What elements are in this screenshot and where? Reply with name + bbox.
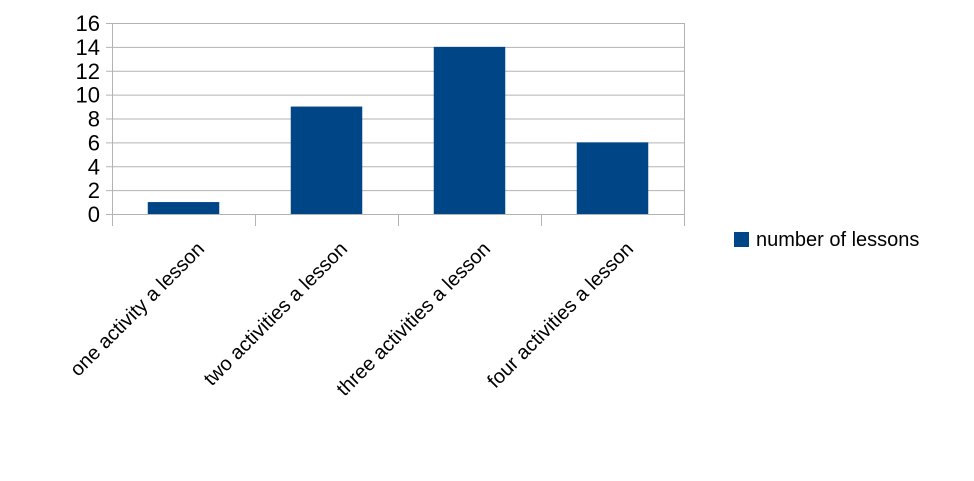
gridlines — [112, 23, 684, 192]
x-tick-label: one activity a lesson — [66, 238, 209, 381]
y-tick-label: 8 — [88, 107, 100, 132]
y-tick-label: 16 — [76, 11, 100, 36]
x-tick-label: three activities a lesson — [332, 238, 495, 401]
y-tick-label: 10 — [76, 83, 100, 108]
legend-label: number of lessons — [756, 229, 919, 251]
y-tick-label: 6 — [88, 130, 100, 155]
x-tick-label: four activities a lesson — [483, 238, 638, 393]
axes — [106, 23, 685, 226]
y-tick-label: 2 — [88, 178, 100, 203]
x-tick-label: two activities a lesson — [200, 238, 352, 390]
bars — [147, 46, 649, 214]
bar — [290, 106, 363, 214]
y-tick-label: 4 — [88, 154, 100, 179]
y-tick-label: 0 — [88, 202, 100, 227]
y-tick-label: 12 — [76, 59, 100, 84]
bar — [433, 46, 506, 214]
bar — [147, 202, 220, 214]
y-tick-label: 14 — [76, 35, 100, 60]
legend-swatch — [734, 232, 749, 247]
legend: number of lessons — [734, 229, 919, 251]
bar — [576, 142, 649, 214]
